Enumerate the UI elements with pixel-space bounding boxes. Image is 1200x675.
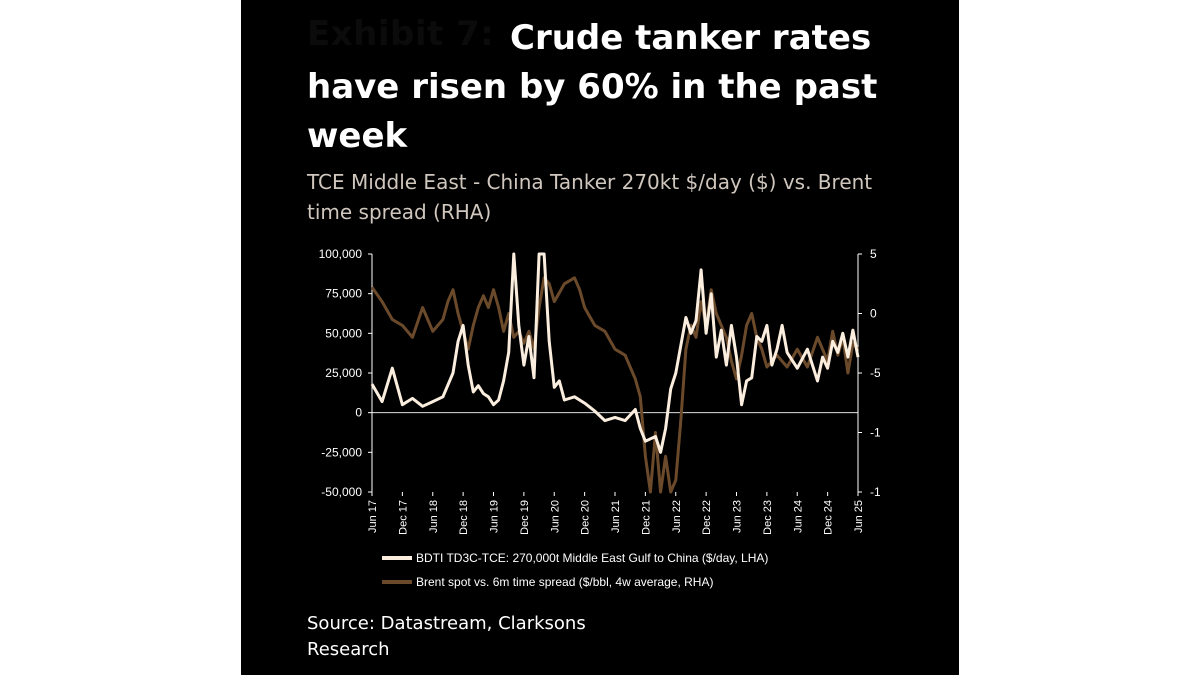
x-tick-label: Dec 22: [701, 500, 713, 535]
right-tick-label: 0: [870, 307, 877, 321]
chart-subtitle: TCE Middle East - China Tanker 270kt $/d…: [307, 170, 873, 224]
left-tick-label: -25,000: [321, 445, 362, 459]
left-tick-label: 50,000: [325, 326, 362, 340]
x-tick-label: Dec 17: [397, 500, 409, 535]
left-tick-label: 0: [355, 406, 362, 420]
chart-panel: [241, 0, 959, 675]
chart-title: Crude tanker rates have risen by 60% in …: [307, 14, 907, 161]
chart-series: [370, 252, 860, 494]
left-tick-label: -50,000: [321, 485, 362, 499]
x-tick-label: Jun 21: [610, 500, 622, 533]
x-tick-label: Jun 24: [792, 500, 804, 533]
chart-legend: BDTI TD3C-TCE: 270,000t Middle East Gulf…: [382, 551, 768, 589]
series-spread-line: [370, 276, 860, 494]
x-tick-label: Jun 19: [489, 500, 501, 533]
legend-label: BDTI TD3C-TCE: 270,000t Middle East Gulf…: [416, 551, 768, 565]
right-tick-label: -15: [870, 485, 880, 499]
x-tick-label: Jun 23: [732, 500, 744, 533]
x-tick-label: Jun 25: [853, 500, 865, 533]
legend-label: Brent spot vs. 6m time spread ($/bbl, 4w…: [416, 575, 713, 589]
series-tce-line: [370, 252, 860, 454]
x-tick-label: Jun 17: [367, 500, 379, 533]
line-chart: 100,000 75,000 50,000 25,000 0 -25,000 -50,000…: [319, 247, 880, 589]
right-tick-label: -10: [870, 426, 880, 440]
left-tick-label: 100,000: [319, 247, 363, 261]
x-tick-label: Jun 20: [549, 500, 561, 533]
right-tick-label: -5: [870, 366, 880, 380]
title-text: Crude tanker rates have risen by 60% in …: [307, 18, 878, 156]
x-tick-label: Jun 22: [671, 500, 683, 533]
x-tick-label: Dec 19: [519, 500, 531, 535]
x-tick-label: Dec 20: [580, 500, 592, 535]
x-tick-label: Dec 23: [762, 500, 774, 535]
right-tick-label: 5: [870, 247, 877, 261]
source-note: Source: Datastream, Clarksons Research: [307, 613, 586, 660]
left-tick-label: 75,000: [325, 287, 362, 301]
chart-axes: 100,000 75,000 50,000 25,000 0 -25,000 -50,000…: [319, 247, 880, 535]
x-tick-label: Dec 21: [640, 500, 652, 535]
x-tick-label: Dec 18: [458, 500, 470, 535]
x-tick-label: Jun 18: [428, 500, 440, 533]
left-tick-label: 25,000: [325, 366, 362, 380]
x-tick-label: Dec 24: [823, 500, 835, 535]
exhibit-label: Exhibit 7:: [307, 14, 495, 54]
